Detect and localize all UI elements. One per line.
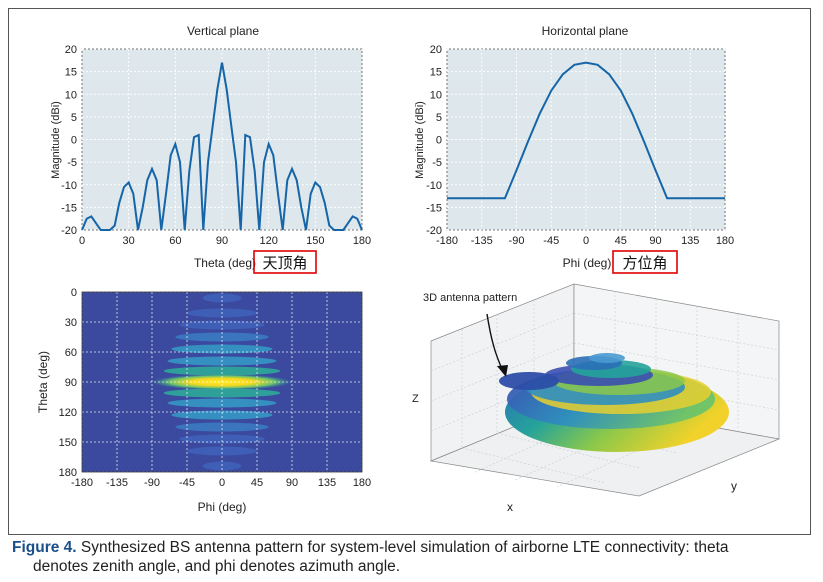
x-tick-label: -135 [471,235,493,247]
x-axis-label: x [507,500,513,514]
x-axis-label: Phi (deg) [198,500,247,514]
x-tick-label: -90 [509,235,525,247]
pattern-3d-view: 3D antenna pattern Z x y [412,283,781,514]
x-axis-label: Phi (deg) [563,256,612,270]
x-tick-label: 135 [318,477,336,489]
y-axis-label: y [731,479,737,493]
x-tick-label: 120 [259,235,277,247]
series-line [81,62,363,231]
x-tick-label: 30 [123,235,135,247]
y-tick-label: -5 [67,157,77,169]
caption-text: Synthesized BS antenna pattern for syste… [80,539,729,556]
y-tick-label: -20 [426,225,442,237]
x-tick-label: -45 [543,235,559,247]
figure-frame: Vertical plane 0 30 60 90 120 150 180 20 15 10 5 0… [8,8,811,535]
annotation-box [612,250,678,274]
y-tick-label: -15 [426,202,442,214]
y-tick-label: 120 [59,407,77,419]
y-tick-label: 15 [430,67,442,79]
x-tick-label: 0 [219,477,225,489]
x-tick-labels: -180 -135 -90 -45 0 45 90 135 180 [436,235,734,247]
figure-canvas: Vertical plane 0 30 60 90 120 150 180 20151050… [36,24,781,514]
y-tick-labels: 20 15 10 5 0 -5 -10 -15 -20 [61,44,77,237]
x-tick-label: 180 [353,235,371,247]
heatmap-bands [152,293,292,471]
lobe-ring [589,353,625,363]
x-tick-label: 90 [286,477,298,489]
y-tick-label: 90 [65,377,77,389]
y-tick-label: 60 [65,347,77,359]
antenna-lobes [499,353,729,452]
y-tick-label: 0 [71,135,77,147]
y-tick-label: -15 [61,202,77,214]
plot-area [446,48,726,231]
annotation-box [253,250,317,274]
x-tick-label: 135 [681,235,699,247]
x-axis-label: Theta (deg) [194,256,256,270]
annotation-label: 3D antenna pattern [423,292,517,304]
y-tick-label: 10 [65,89,77,101]
heatmap-band [179,434,265,444]
y-axis-label: Magnitude (dBi) [414,101,426,179]
x-tick-label: -180 [71,477,93,489]
x-tick-label: 0 [79,235,85,247]
y-tick-label: 5 [436,112,442,124]
y-tick-labels: 0 30 60 90 120 150 180 [59,287,77,479]
heatmap-band [171,410,273,420]
arrowhead-icon [497,365,508,377]
y-tick-label: 20 [65,44,77,56]
y-tick-label: 15 [65,67,77,79]
x-tick-labels: 0 30 60 90 120 150 180 [79,235,371,247]
x-tick-label: 90 [216,235,228,247]
caption-lead: Figure 4. [12,539,77,556]
x-tick-label: 45 [615,235,627,247]
y-tick-label: 0 [436,135,442,147]
x-tick-label: 0 [583,235,589,247]
lobe-ring [499,372,559,390]
y-tick-label: -10 [61,180,77,192]
chart-title: Horizontal plane [542,24,629,38]
y-axis-label: Magnitude (dBi) [50,101,62,179]
x-tick-label: -180 [436,235,458,247]
figure-caption: Figure 4. Synthesized BS antenna pattern… [12,538,812,576]
z-axis-label: Z [412,393,419,405]
y-tick-label: 10 [430,89,442,101]
x-tick-label: 150 [306,235,324,247]
x-tick-label: 45 [251,477,263,489]
caption-line2: denotes zenith angle, and phi denotes az… [33,558,401,575]
heatmap-band [163,366,281,376]
y-tick-label: -10 [426,180,442,192]
x-tick-label: -45 [179,477,195,489]
x-axis-annotation: 方位角 [622,255,667,272]
y-tick-label: 0 [71,287,77,299]
x-tick-label: 180 [353,477,371,489]
series-line [447,61,725,200]
x-tick-labels: -180 -135 -90 -45 0 45 90 135 180 [71,477,371,489]
y-tick-label: 180 [59,467,77,479]
x-tick-label: 60 [169,235,181,247]
heatmap-band [175,422,269,432]
plot-frame [81,291,363,473]
y-tick-label: -5 [432,157,442,169]
y-axis-label: Theta (deg) [36,351,50,413]
pattern-heatmap: -180 -135 -90 -45 0 45 90 135 180 0 30 60 90 120 150 1… [36,287,371,514]
heatmap-band [167,398,277,408]
x-tick-label: -90 [144,477,160,489]
x-tick-label: -135 [106,477,128,489]
x-axis-annotation: 天顶角 [262,255,307,272]
x-tick-label: 90 [649,235,661,247]
horizontal-plane-chart: Horizontal plane -180 -135 -90 -45 0 45 90 135 1… [414,24,734,274]
x-tick-label: 180 [716,235,734,247]
vertical-plane-chart: Vertical plane 0 30 60 90 120 150 180 20 15 10 5 0… [50,24,371,274]
y-tick-label: -20 [61,225,77,237]
y-tick-label: 150 [59,437,77,449]
y-tick-label: 30 [65,317,77,329]
y-tick-label: 5 [71,112,77,124]
chart-title: Vertical plane [187,24,259,38]
heatmap-band [187,446,257,456]
y-tick-label: 20 [430,44,442,56]
y-tick-labels: 20 15 10 5 0 -5 -10 -15 -20 [426,44,442,237]
